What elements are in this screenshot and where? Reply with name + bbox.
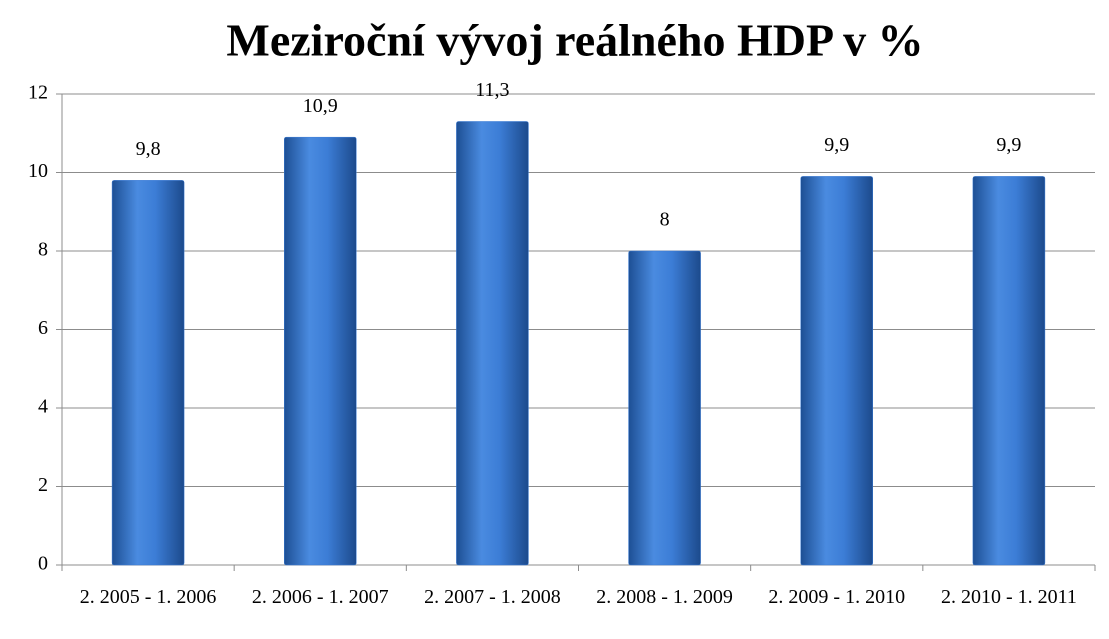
bar (628, 250, 701, 566)
value-label: 8 (660, 209, 670, 231)
y-tick-label: 12 (28, 82, 48, 104)
y-tick-label: 8 (38, 239, 48, 261)
x-tick-label: 2. 2007 - 1. 2008 (424, 586, 561, 608)
x-tick-label: 2. 2005 - 1. 2006 (79, 586, 217, 608)
x-tick-label: 2. 2010 - 1. 2011 (940, 586, 1077, 608)
bar (972, 176, 1046, 566)
y-tick-label: 6 (38, 317, 48, 339)
bar (800, 176, 873, 566)
y-tick-label: 2 (38, 474, 48, 496)
bar (111, 180, 185, 566)
value-label: 9,9 (996, 134, 1021, 156)
bar (456, 121, 529, 566)
value-label: 9,8 (136, 138, 161, 160)
y-tick-label: 0 (38, 553, 48, 575)
x-tick-label: 2. 2006 - 1. 2007 (251, 586, 389, 608)
value-label: 11,3 (475, 79, 509, 101)
value-label: 9,9 (824, 134, 849, 156)
chart-title: Meziroční vývoj reálného HDP v % (226, 15, 923, 66)
value-label: 10,9 (303, 95, 338, 117)
y-tick-label: 4 (38, 396, 48, 418)
x-tick-label: 2. 2008 - 1. 2009 (596, 586, 733, 608)
y-tick-label: 10 (28, 160, 48, 182)
x-tick-label: 2. 2009 - 1. 2010 (768, 586, 906, 608)
bar (284, 136, 357, 566)
